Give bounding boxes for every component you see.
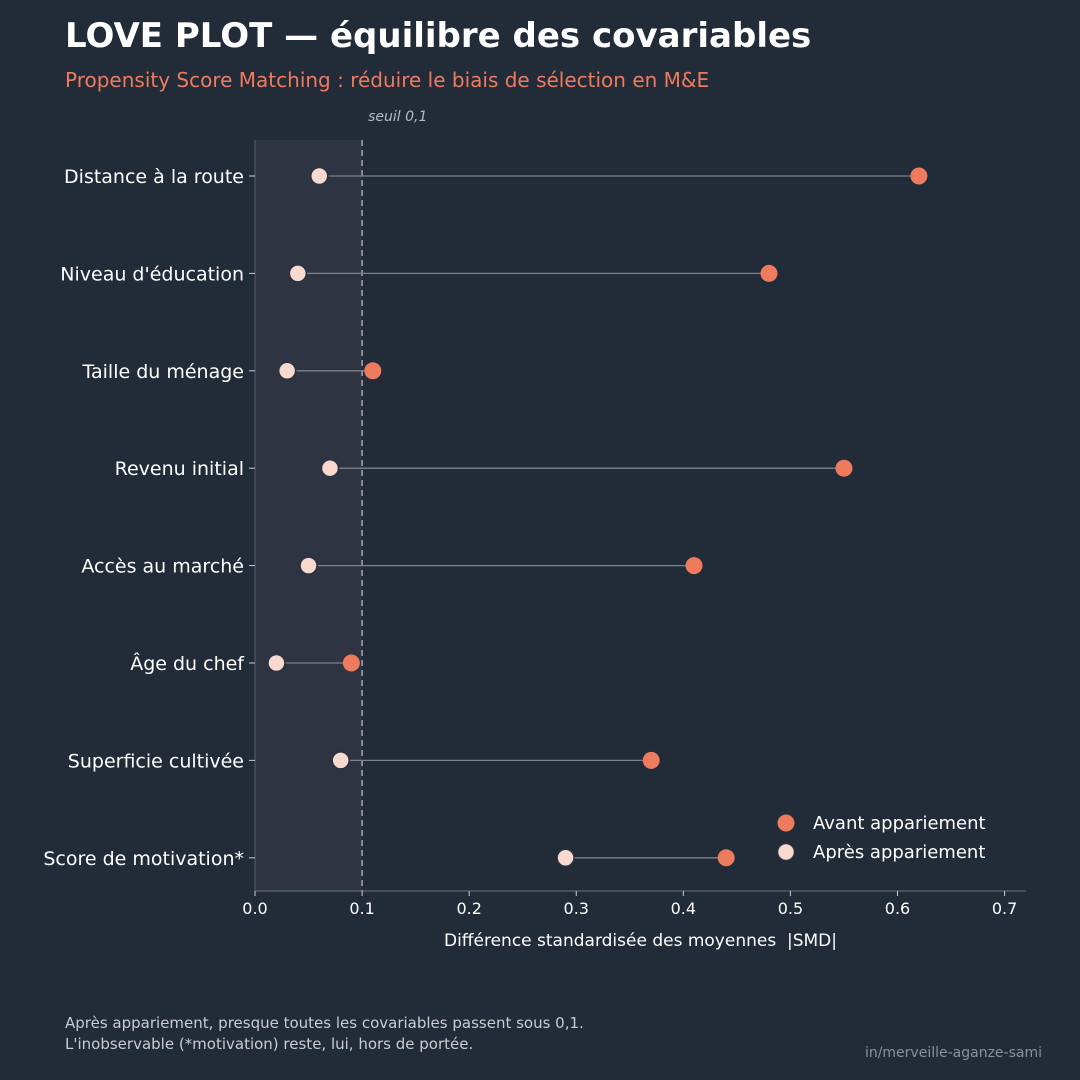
point-before bbox=[364, 362, 382, 380]
y-tick-label: Niveau d'éducation bbox=[60, 263, 244, 285]
x-tick-label: 0.6 bbox=[885, 899, 910, 918]
chart-title: LOVE PLOT — équilibre des covariables bbox=[65, 16, 812, 56]
y-tick-label: Distance à la route bbox=[64, 166, 244, 188]
x-tick-label: 0.5 bbox=[778, 899, 803, 918]
point-after bbox=[556, 848, 575, 868]
x-tick-label: 0.0 bbox=[242, 899, 267, 918]
point-after bbox=[331, 751, 350, 770]
y-tick-label: Taille du ménage bbox=[82, 361, 244, 383]
legend-label-before: Avant appariement bbox=[813, 813, 986, 834]
point-after bbox=[267, 653, 286, 673]
point-after bbox=[310, 166, 329, 186]
point-before bbox=[835, 459, 853, 477]
point-before bbox=[342, 654, 360, 672]
point-before bbox=[717, 849, 735, 867]
chart-subtitle: Propensity Score Matching : réduire le b… bbox=[65, 68, 710, 92]
point-after bbox=[299, 556, 318, 575]
threshold-band bbox=[255, 140, 363, 891]
legend-marker-before bbox=[777, 814, 795, 832]
y-tick-label: Âge du chef bbox=[130, 652, 245, 675]
legend-marker-after bbox=[776, 842, 796, 862]
point-before bbox=[760, 264, 778, 282]
x-axis-label: Différence standardisée des moyennes |SM… bbox=[444, 931, 837, 951]
x-tick-label: 0.2 bbox=[456, 899, 481, 918]
legend-label-after: Après appariement bbox=[813, 842, 985, 863]
point-before bbox=[910, 167, 928, 185]
x-tick-label: 0.4 bbox=[671, 899, 696, 918]
y-tick-label: Revenu initial bbox=[115, 458, 244, 480]
x-tick-label: 0.3 bbox=[564, 899, 589, 918]
threshold-label: seuil 0,1 bbox=[368, 109, 427, 125]
author-credit: in/merveille-aganze-sami bbox=[864, 1045, 1042, 1061]
point-after bbox=[320, 458, 340, 478]
point-after bbox=[288, 264, 308, 283]
x-tick-label: 0.1 bbox=[349, 899, 374, 918]
point-before bbox=[642, 751, 660, 769]
footer-note-line-1: Après appariement, presque toutes les co… bbox=[65, 1014, 584, 1032]
y-tick-label: Score de motivation* bbox=[43, 848, 244, 870]
y-tick-label: Superficie cultivée bbox=[68, 750, 244, 772]
point-after bbox=[277, 361, 297, 381]
footer-note-line-2: L'inobservable (*motivation) reste, lui,… bbox=[65, 1035, 474, 1053]
y-tick-label: Accès au marché bbox=[81, 556, 244, 578]
point-before bbox=[685, 557, 703, 575]
footer-note: Après appariement, presque toutes les co… bbox=[65, 1013, 584, 1055]
x-tick-label: 0.7 bbox=[992, 899, 1017, 918]
